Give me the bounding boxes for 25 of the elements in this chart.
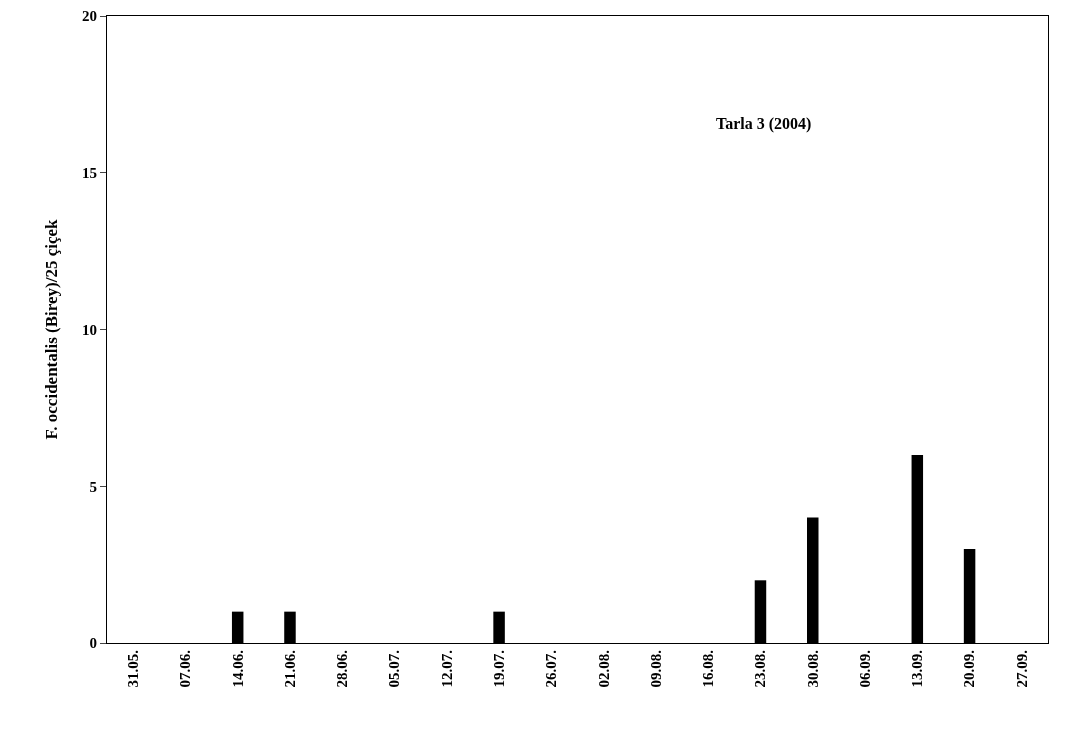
x-tick-label: 20.09. — [961, 649, 978, 688]
annotation: Tarla 3 (2004) — [716, 115, 812, 133]
x-tick-label: 30.08. — [804, 649, 821, 688]
x-tick-label: 28.06. — [334, 649, 351, 688]
x-tick-label: 21.06. — [281, 649, 298, 688]
x-tick-label: 02.08. — [595, 649, 612, 688]
x-tick-label: 13.09. — [909, 649, 926, 688]
x-tick-label: 07.06. — [177, 649, 194, 688]
x-tick-label: 06.09. — [856, 649, 873, 688]
y-axis-title: F. occidentalis (Birey)/25 çiçek — [41, 218, 61, 440]
x-tick-label: 19.07. — [490, 649, 507, 688]
y-tick-label: 20 — [82, 8, 97, 25]
x-tick-label: 05.07. — [386, 649, 403, 688]
x-tick-label: 27.09. — [1013, 649, 1030, 688]
x-tick-label: 12.07. — [438, 649, 455, 688]
x-tick-label: 16.08. — [700, 649, 717, 688]
y-tick-label: 5 — [89, 478, 97, 495]
x-tick-label: 09.08. — [647, 649, 664, 688]
x-tick-label: 14.06. — [229, 649, 246, 688]
y-tick-label: 10 — [82, 321, 97, 338]
y-tick-label: 0 — [89, 635, 97, 652]
x-tick-label: 23.08. — [752, 649, 769, 688]
y-tick-label: 15 — [82, 165, 97, 181]
x-tick-label: 31.05. — [125, 649, 142, 688]
x-tick-label: 26.07. — [543, 649, 560, 688]
